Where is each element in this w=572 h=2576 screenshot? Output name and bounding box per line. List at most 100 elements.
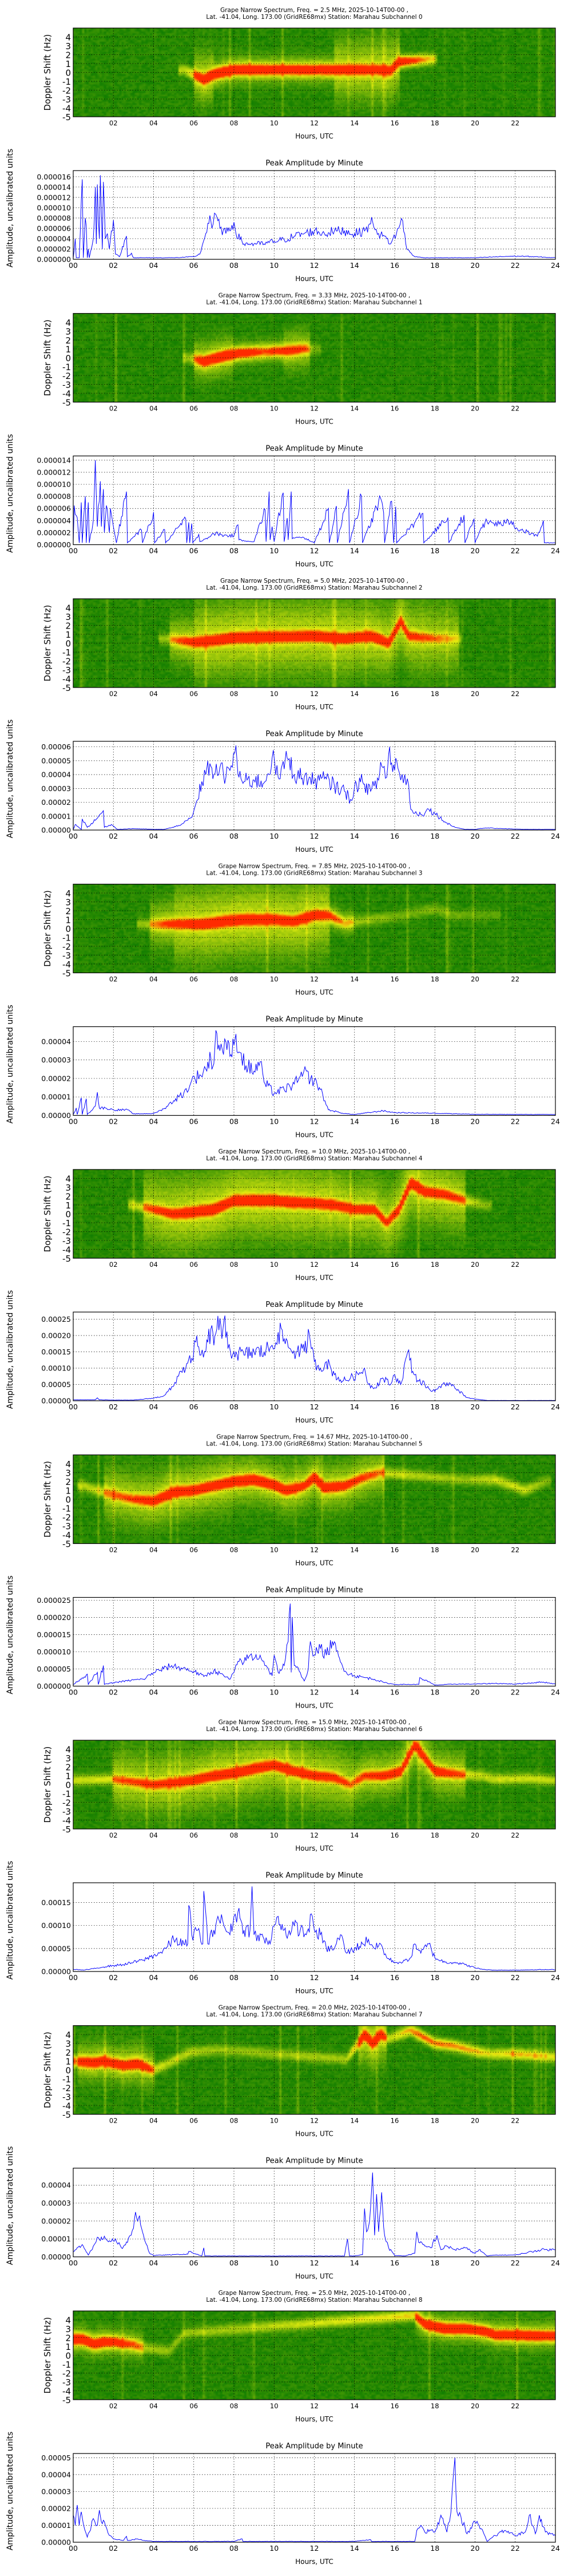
spectrogram-xtick-label: 14 <box>350 1831 359 1839</box>
amplitude-xtick-label: 10 <box>269 1688 279 1697</box>
spectrogram-ylabel: Doppler Shift (Hz) <box>42 319 53 396</box>
amplitude-xlabel: Hours, UTC <box>295 1702 333 1710</box>
amplitude-xtick-label: 04 <box>149 1973 158 1982</box>
spectrogram-panel-16: Grape Narrow Spectrum, Freq. = 25.0 MHz,… <box>42 2290 556 2423</box>
spectrogram-xtick-label: 10 <box>270 690 279 698</box>
spectrogram-ytick-label: 2 <box>65 2333 71 2344</box>
amplitude-xtick-label: 12 <box>310 832 319 840</box>
amplitude-xtick-label: 22 <box>511 832 520 840</box>
amplitude-xtick-label: 20 <box>471 1973 480 1982</box>
amplitude-ytick-label: 0.00000 <box>41 1397 71 1405</box>
spectrogram-xlabel: Hours, UTC <box>295 1844 333 1852</box>
spectrogram-ytick-label: -2 <box>62 2083 71 2093</box>
amplitude-ytick-label: 0.00000 <box>41 826 71 835</box>
amplitude-xtick-label: 22 <box>511 1402 520 1411</box>
spectrogram-xtick-label: 22 <box>511 690 519 698</box>
amplitude-ytick-label: 0.00005 <box>41 1380 71 1389</box>
spectrogram-xtick-label: 12 <box>310 975 319 983</box>
spectrogram-ylabel: Doppler Shift (Hz) <box>42 1461 53 1538</box>
amplitude-xtick-label: 18 <box>430 261 439 270</box>
spectrogram-xlabel: Hours, UTC <box>295 1274 333 1282</box>
amplitude-panel-9: Peak Amplitude by Minute 0.00000 0.00005 0.… <box>6 1290 560 1424</box>
amplitude-ytick-label: 0.00000 <box>41 1111 71 1120</box>
amplitude-ytick-label: 0.00002 <box>41 1074 71 1082</box>
amplitude-xtick-label: 08 <box>229 1117 239 1126</box>
spectrogram-ytick-label: 1 <box>65 915 71 926</box>
amplitude-xtick-label: 18 <box>430 2259 439 2267</box>
spectrogram-title: Grape Narrow Spectrum, Freq. = 2.5 MHz, … <box>220 7 408 14</box>
amplitude-xtick-label: 20 <box>471 261 480 270</box>
amplitude-xtick-label: 04 <box>149 547 158 555</box>
spectrogram-ytick-label: 1 <box>65 59 71 69</box>
spectrogram-xtick-label: 10 <box>270 2117 279 2125</box>
spectrogram-ytick-label: 0 <box>65 68 71 78</box>
amplitude-xtick-label: 24 <box>551 2544 560 2553</box>
spectrogram-xtick-label: 02 <box>109 975 118 983</box>
amplitude-xtick-label: 00 <box>69 1973 78 1982</box>
amplitude-ytick-label: 0.00003 <box>41 2199 71 2207</box>
spectrogram-xtick-label: 10 <box>270 1831 279 1839</box>
amplitude-xtick-label: 12 <box>310 1973 319 1982</box>
amplitude-xtick-label: 08 <box>229 261 239 270</box>
spectrogram-subtitle: Lat. -41.04, Long. 173.00 (GridRE68mx) S… <box>206 2297 422 2304</box>
spectrogram-xtick-label: 20 <box>471 1546 479 1554</box>
spectrogram-ytick-label: -5 <box>62 398 71 408</box>
spectrogram-subtitle: Lat. -41.04, Long. 173.00 (GridRE68mx) S… <box>206 584 422 591</box>
spectrogram-ytick-label: -5 <box>62 1254 71 1264</box>
spectrogram-xtick-label: 06 <box>189 1546 198 1554</box>
amplitude-title: Peak Amplitude by Minute <box>265 1301 363 1309</box>
spectrogram-ytick-label: -4 <box>62 1245 71 1255</box>
spectrogram-ytick-label: 0 <box>65 924 71 934</box>
spectrogram-xtick-label: 04 <box>149 2402 158 2410</box>
amplitude-xtick-label: 00 <box>69 832 78 840</box>
amplitude-xtick-label: 14 <box>350 547 359 555</box>
spectrogram-ylabel: Doppler Shift (Hz) <box>42 2032 53 2108</box>
spectrogram-xtick-label: 18 <box>431 690 439 698</box>
spectrogram-xtick-label: 14 <box>350 2402 359 2410</box>
amplitude-xtick-label: 02 <box>109 832 118 840</box>
spectrogram-ytick-label: 2 <box>65 1763 71 1773</box>
amplitude-xtick-label: 14 <box>350 1688 359 1697</box>
spectrogram-subtitle: Lat. -41.04, Long. 173.00 (GridRE68mx) S… <box>206 299 422 306</box>
spectrogram-xtick-label: 14 <box>350 119 359 127</box>
spectrogram-xtick-label: 12 <box>310 1261 319 1269</box>
spectrogram-ytick-label: -1 <box>62 362 71 373</box>
amplitude-ytick-label: 0.000015 <box>37 1630 71 1639</box>
spectrogram-xtick-label: 12 <box>310 119 319 127</box>
spectrogram-xtick-label: 14 <box>350 1261 359 1269</box>
spectrogram-xlabel: Hours, UTC <box>295 2130 333 2138</box>
amplitude-xtick-label: 18 <box>430 1688 439 1697</box>
amplitude-ytick-label: 0.000020 <box>37 1613 71 1622</box>
spectrogram-xtick-label: 20 <box>471 690 479 698</box>
spectrogram-xtick-label: 20 <box>471 2402 479 2410</box>
amplitude-panel-1: Peak Amplitude by Minute 0.000000 0.000002… <box>6 149 560 283</box>
amplitude-series-line <box>73 2458 556 2542</box>
amplitude-xtick-label: 12 <box>310 261 319 270</box>
spectrogram-ytick-label: 3 <box>65 1468 71 1479</box>
spectrogram-xtick-label: 22 <box>511 2117 519 2125</box>
spectrogram-title: Grape Narrow Spectrum, Freq. = 5.0 MHz, … <box>220 578 408 584</box>
amplitude-xtick-label: 24 <box>551 261 560 270</box>
spectrogram-xtick-label: 16 <box>391 690 399 698</box>
spectrogram-xtick-label: 22 <box>511 1831 519 1839</box>
spectrogram-xtick-label: 08 <box>230 1831 239 1839</box>
amplitude-xtick-label: 22 <box>511 2259 520 2267</box>
spectrogram-xtick-label: 18 <box>431 1546 439 1554</box>
amplitude-ytick-label: 0.00003 <box>41 2487 71 2496</box>
amplitude-xtick-label: 20 <box>471 2259 480 2267</box>
spectrogram-ytick-label: -1 <box>62 2360 71 2370</box>
spectrogram-xtick-label: 16 <box>391 975 399 983</box>
spectrogram-ytick-label: 0 <box>65 639 71 649</box>
spectrogram-ytick-label: 1 <box>65 2342 71 2352</box>
amplitude-xtick-label: 16 <box>390 1402 399 1411</box>
amplitude-xtick-label: 24 <box>551 832 560 840</box>
spectrogram-ytick-label: 0 <box>65 2065 71 2076</box>
spectrogram-ytick-label: 0 <box>65 2351 71 2361</box>
spectrogram-ytick-label: 2 <box>65 2048 71 2058</box>
amplitude-xlabel: Hours, UTC <box>295 1416 333 1424</box>
amplitude-ytick-label: 0.00003 <box>41 1056 71 1064</box>
spectrogram-xtick-label: 20 <box>471 119 479 127</box>
spectrogram-title: Grape Narrow Spectrum, Freq. = 3.33 MHz,… <box>219 293 411 299</box>
amplitude-ytick-label: 0.000008 <box>37 492 71 501</box>
spectrogram-xtick-label: 04 <box>149 975 158 983</box>
